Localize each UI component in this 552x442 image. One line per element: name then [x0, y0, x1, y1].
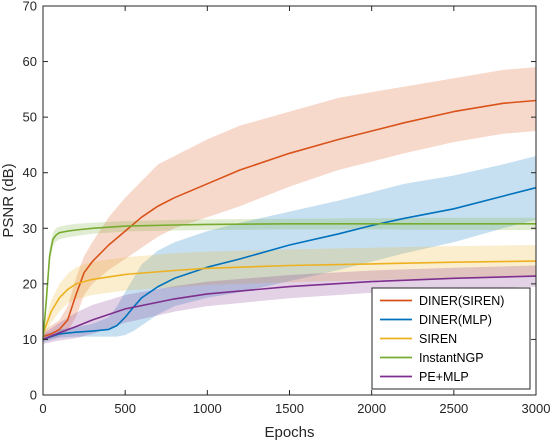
line-diner-mlp- [42, 186, 537, 341]
y-tick-label: 0 [30, 388, 37, 403]
legend-label: DINER(MLP) [419, 313, 492, 327]
series-lines [42, 99, 537, 341]
y-axis-title: PSNR (dB) [0, 163, 17, 237]
band-pe-mlp [43, 265, 536, 344]
x-tick-label: 500 [114, 401, 136, 416]
band-diner-mlp- [43, 156, 536, 343]
y-tick-label: 40 [23, 165, 37, 180]
legend-label: InstantNGP [419, 351, 484, 365]
x-tick-label: 2000 [357, 401, 386, 416]
y-tick-label: 30 [23, 221, 37, 236]
line-instantngp [42, 223, 536, 340]
x-tick-label: 0 [39, 401, 46, 416]
legend: DINER(SIREN) DINER(MLP) SIREN InstantNGP PE+… [371, 287, 531, 390]
y-tick-label: 70 [23, 0, 37, 14]
y-tick-label: 50 [23, 110, 37, 125]
confidence-bands [43, 67, 536, 344]
y-axis-ticks: 0 10 20 30 40 50 60 70 [23, 0, 536, 403]
band-siren [43, 245, 536, 340]
x-tick-label: 3000 [522, 401, 551, 416]
line-siren [42, 260, 537, 335]
legend-label: SIREN [419, 332, 457, 346]
legend-label: DINER(SIREN) [419, 294, 504, 308]
x-tick-label: 2500 [439, 401, 468, 416]
y-tick-label: 10 [23, 332, 37, 347]
legend-label: PE+MLP [419, 370, 469, 384]
line-pe-mlp [42, 275, 537, 341]
line-diner-siren- [42, 99, 537, 338]
x-tick-label: 1000 [193, 401, 222, 416]
band-diner-siren- [43, 67, 536, 341]
x-tick-label: 1500 [275, 401, 304, 416]
band-instantngp [43, 217, 536, 344]
y-tick-label: 20 [23, 276, 37, 291]
y-tick-label: 60 [23, 54, 37, 69]
x-axis-title: Epochs [264, 424, 314, 441]
x-axis-ticks: 0 500 1000 1500 2000 2500 3000 [39, 6, 550, 416]
